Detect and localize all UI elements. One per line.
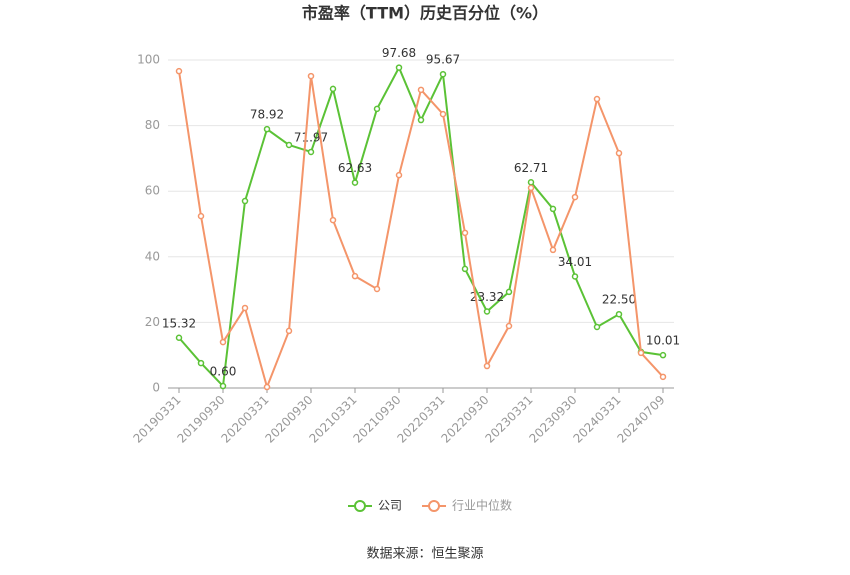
data-point	[483, 362, 491, 370]
legend-marker	[354, 500, 366, 512]
data-label: 78.92	[250, 108, 284, 122]
data-point	[659, 373, 667, 381]
data-point	[395, 64, 403, 71]
data-point	[417, 116, 425, 124]
data-label: 95.67	[426, 53, 460, 67]
data-point	[615, 149, 623, 157]
data-point	[373, 105, 381, 113]
y-tick-label: 40	[145, 249, 160, 263]
legend-label: 公司	[378, 499, 402, 513]
data-point	[329, 85, 337, 93]
data-point	[659, 351, 667, 359]
data-label: 10.01	[646, 334, 680, 348]
data-point	[417, 86, 425, 94]
y-tick-label: 0	[152, 381, 160, 395]
y-tick-label: 60	[145, 184, 160, 198]
data-point	[241, 197, 249, 205]
y-tick-label: 20	[145, 315, 160, 329]
data-label: 23.32	[470, 290, 504, 304]
data-point	[439, 70, 447, 78]
data-point	[549, 205, 557, 213]
data-point	[461, 229, 469, 237]
data-label: 71.97	[294, 130, 328, 144]
data-point	[285, 141, 293, 149]
data-point	[527, 179, 535, 186]
legend-marker	[428, 500, 441, 512]
data-point	[593, 95, 601, 103]
data-label: 34.01	[558, 255, 592, 269]
data-point	[527, 184, 535, 192]
data-point	[307, 72, 315, 80]
data-point	[395, 171, 403, 179]
data-label: 97.68	[382, 46, 416, 60]
data-point	[593, 323, 601, 331]
data-point	[571, 273, 579, 280]
data-point	[329, 216, 337, 224]
source-note: 数据来源：恒生聚源	[366, 547, 483, 562]
data-label: 62.71	[514, 161, 548, 175]
data-point	[351, 179, 359, 186]
data-point	[637, 349, 645, 357]
data-point	[219, 338, 227, 346]
data-label: 62.63	[338, 161, 372, 175]
data-point	[175, 334, 183, 342]
data-point	[439, 110, 447, 118]
data-label: 22.50	[602, 293, 636, 307]
data-point	[307, 148, 315, 156]
data-point	[219, 382, 227, 390]
data-point	[175, 67, 183, 75]
y-tick-label: 100	[137, 53, 160, 67]
data-point	[197, 359, 205, 367]
data-point	[241, 304, 249, 312]
data-point	[483, 308, 491, 315]
legend-label: 行业中位数	[452, 498, 512, 513]
data-point	[461, 265, 469, 273]
data-point	[285, 327, 293, 335]
data-point	[373, 285, 381, 293]
data-point	[351, 272, 359, 280]
data-point	[505, 322, 513, 330]
data-label: 0.60	[210, 365, 237, 379]
data-point	[263, 125, 271, 133]
x-tick-label: 20240709	[615, 393, 668, 446]
data-point	[571, 193, 579, 201]
data-label: 15.32	[162, 316, 196, 330]
data-point	[615, 310, 623, 318]
chart-title: 市盈率（TTM）历史百分位（%）	[302, 4, 548, 23]
data-point	[263, 383, 271, 391]
y-tick-label: 80	[145, 118, 160, 132]
data-point	[505, 288, 513, 296]
data-point	[549, 246, 557, 254]
data-point	[197, 212, 205, 220]
